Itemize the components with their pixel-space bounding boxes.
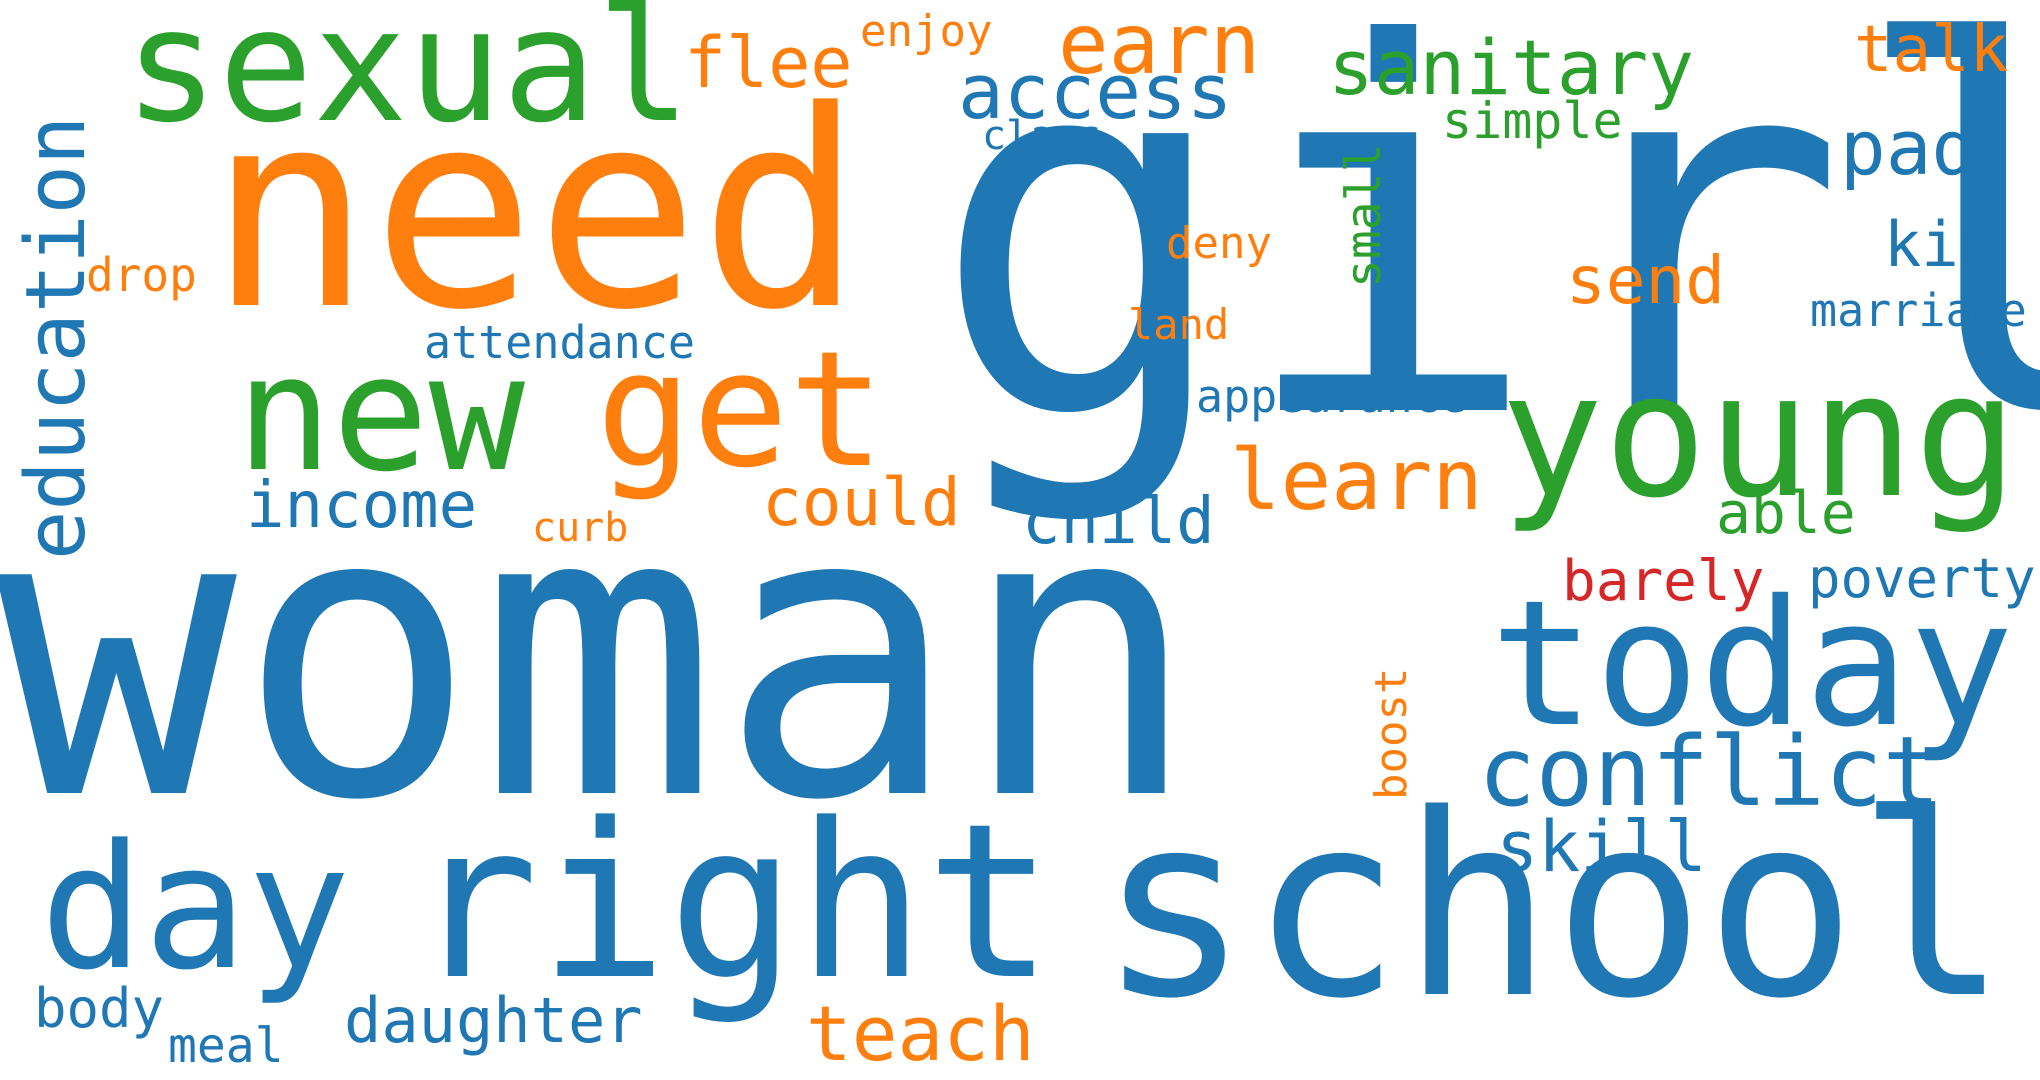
word-curb: curb xyxy=(532,505,629,551)
word-pad: pad xyxy=(1840,103,1978,192)
word-income: income xyxy=(246,469,478,543)
word-get: get xyxy=(596,316,885,503)
word-young: young xyxy=(1500,335,2018,536)
word-kid: kid xyxy=(1884,208,1996,281)
word-need: need xyxy=(208,54,864,370)
word-boost: boost xyxy=(1366,667,1417,800)
word-child: child xyxy=(1022,485,1215,559)
word-education: education xyxy=(9,115,104,560)
word-drop: drop xyxy=(86,248,197,302)
word-small: small xyxy=(1336,143,1392,289)
word-right: right xyxy=(410,778,1055,1027)
word-attendance: attendance xyxy=(424,316,695,369)
word-skill: skill xyxy=(1496,806,1707,888)
word-daughter: daughter xyxy=(344,984,643,1057)
word-barely: barely xyxy=(1562,549,1765,614)
word-today: today xyxy=(1490,563,2014,766)
word-could: could xyxy=(762,464,961,541)
word-sexual: sexual xyxy=(124,0,692,158)
word-meal: meal xyxy=(168,1018,284,1074)
word-marriage: marriage xyxy=(1810,284,2027,337)
word-class: class xyxy=(982,113,1103,159)
word-send: send xyxy=(1566,242,1725,319)
word-enjoy: enjoy xyxy=(860,6,993,57)
word-conflict: conflict xyxy=(1478,716,1941,828)
word-poverty: poverty xyxy=(1808,547,2036,610)
word-learn: learn xyxy=(1230,431,1483,529)
word-deny: deny xyxy=(1166,218,1272,269)
word-appearance: appearance xyxy=(1196,370,1467,423)
word-able: able xyxy=(1716,479,1856,547)
word-new: new xyxy=(236,320,525,507)
word-access: access xyxy=(958,47,1233,136)
word-girl: girl xyxy=(930,0,2040,530)
word-day: day xyxy=(40,807,351,1008)
word-simple: simple xyxy=(1442,92,1623,150)
word-flee: flee xyxy=(684,22,853,104)
word-school: school xyxy=(1098,761,2009,1054)
word-body: body xyxy=(34,977,165,1040)
word-teach: teach xyxy=(806,989,1035,1078)
word-land: land xyxy=(1128,300,1230,349)
word-sanitary: sanitary xyxy=(1328,23,1695,112)
word-earn: earn xyxy=(1058,0,1261,93)
word-woman: woman xyxy=(0,423,1201,888)
word-talk: talk xyxy=(1854,13,2009,87)
